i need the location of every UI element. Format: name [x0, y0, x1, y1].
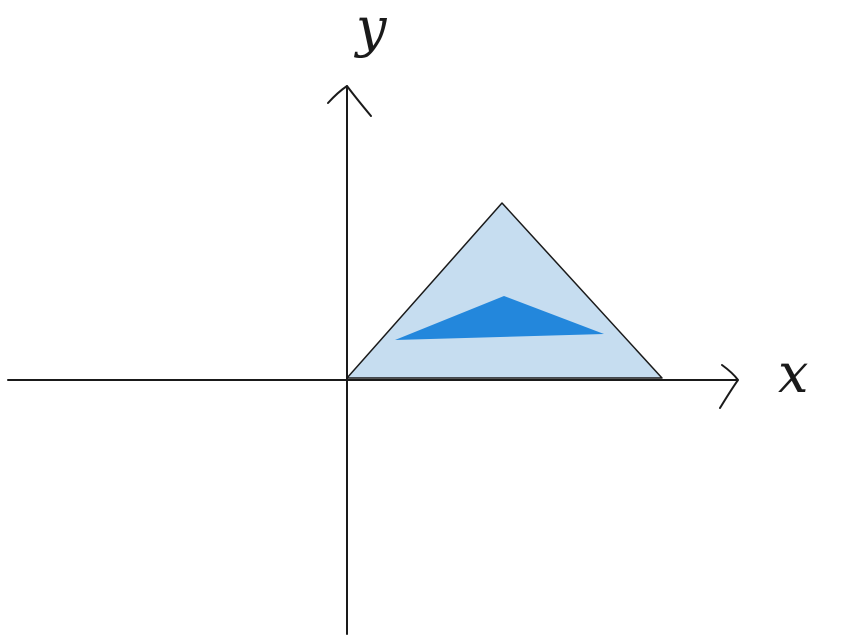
y-axis-arrowhead — [327, 85, 372, 117]
outer-triangle — [346, 202, 663, 379]
x-axis-label: x — [778, 342, 808, 405]
y-axis-label: y — [354, 0, 388, 59]
inner-triangle — [395, 296, 604, 340]
x-axis-arrowhead — [719, 364, 739, 409]
